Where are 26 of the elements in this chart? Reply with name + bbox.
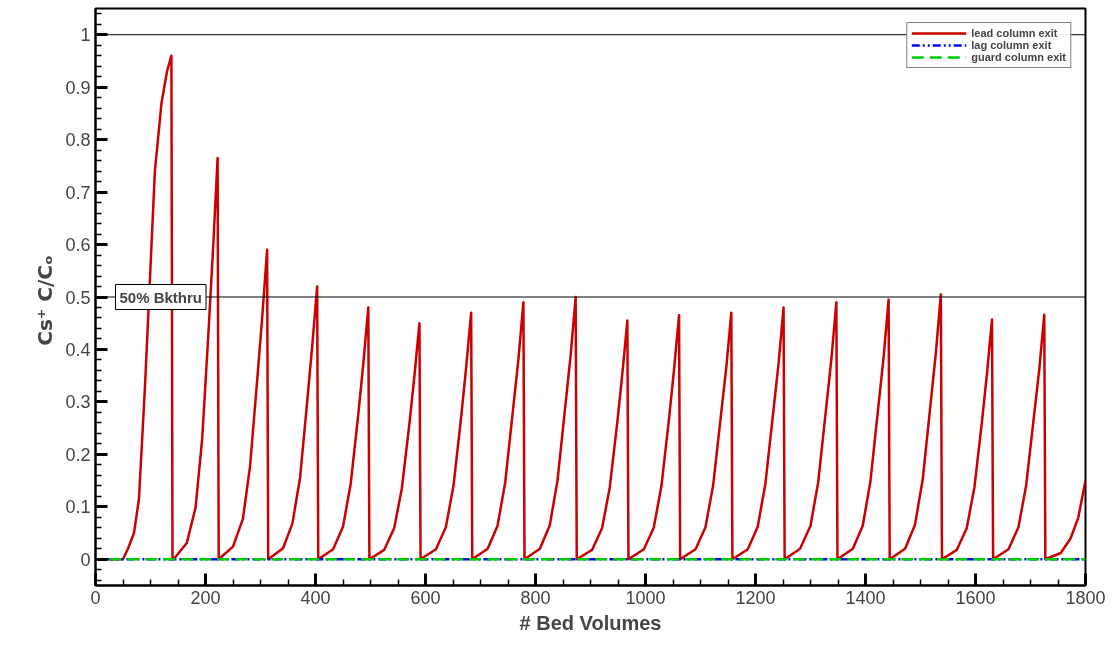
x-tick-label: 1400 — [845, 587, 886, 608]
x-tick-label: 600 — [410, 587, 441, 608]
x-axis-title: # Bed Volumes — [519, 611, 662, 634]
y-tick-label: 0.7 — [65, 182, 91, 203]
legend-label: guard column exit — [971, 51, 1066, 63]
y-tick-label: 0.5 — [65, 287, 91, 308]
y-tick-label: 0.1 — [65, 497, 91, 518]
x-tick-label: 1000 — [625, 587, 666, 608]
y-tick-label: 0.6 — [65, 235, 91, 256]
legend-label: lag column exit — [971, 39, 1052, 51]
x-tick-label: 1600 — [955, 587, 996, 608]
y-tick-label: 0.8 — [65, 130, 91, 151]
y-tick-label: 0.4 — [65, 339, 91, 360]
x-tick-label: 1800 — [1065, 587, 1106, 608]
legend-label: lead column exit — [971, 27, 1058, 39]
y-tick-label: 1 — [80, 25, 91, 46]
ref-line-label: 50% Bkthru — [119, 288, 203, 306]
x-tick-label: 800 — [520, 587, 551, 608]
x-tick-label: 400 — [300, 587, 331, 608]
x-tick-label: 1200 — [735, 587, 776, 608]
x-tick-label: 200 — [190, 587, 221, 608]
y-tick-label: 0.2 — [65, 444, 91, 465]
y-axis-title: Cs⁺ C/Cₒ — [33, 255, 58, 346]
y-tick-label: 0.3 — [65, 392, 91, 413]
y-tick-label: 0 — [80, 549, 91, 570]
y-tick-label: 0.9 — [65, 77, 91, 98]
